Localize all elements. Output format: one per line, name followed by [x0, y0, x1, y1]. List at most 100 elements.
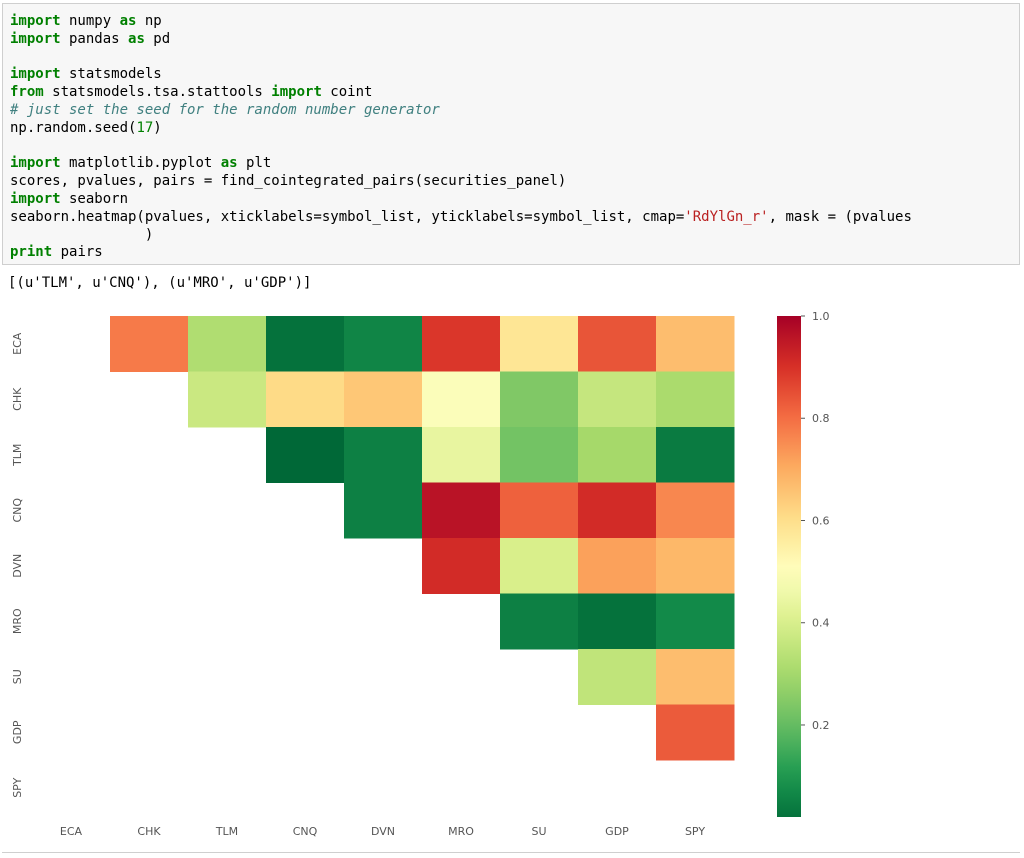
code-token: print: [10, 244, 53, 261]
y-tick-label: SU: [11, 669, 24, 684]
code-line: from statsmodels.tsa.stattools import co…: [10, 84, 912, 102]
x-tick-label: CNQ: [293, 825, 318, 838]
cell-output-text: [(u'TLM', u'CNQ'), (u'MRO', u'GDP')]: [8, 275, 312, 291]
code-token: statsmodels: [60, 66, 162, 83]
y-tick-label: SPY: [11, 777, 24, 797]
divider: [2, 852, 1020, 853]
code-token: as: [128, 30, 145, 47]
heatmap-cell-tlm-gdp: [578, 427, 657, 483]
code-token: np.random.seed(: [10, 119, 137, 136]
heatmap-cell-eca-gdp: [578, 316, 657, 372]
y-tick-label: TLM: [11, 444, 24, 467]
code-token: matplotlib.pyplot: [60, 155, 221, 172]
heatmap-cell-cnq-gdp: [578, 482, 657, 539]
colorbar-tick-label: 0.2: [812, 719, 830, 732]
code-line: ): [10, 227, 912, 245]
heatmap-cell-eca-spy: [656, 316, 735, 372]
heatmap-cell-chk-dvn: [344, 371, 423, 428]
code-token: seaborn.heatmap(pvalues, xticklabels=sym…: [10, 208, 685, 225]
heatmap-cell-tlm-dvn: [344, 427, 423, 483]
code-token: from: [10, 84, 44, 101]
code-line: import seaborn: [10, 191, 912, 209]
heatmap-cell-su-gdp: [578, 649, 657, 705]
colorbar-tick-label: 0.8: [812, 412, 830, 425]
heatmap-cell-mro-spy: [656, 593, 735, 650]
code-token: np: [136, 13, 162, 29]
y-tick-label: GDP: [11, 720, 24, 744]
heatmap-cell-chk-spy: [656, 371, 735, 428]
code-line: import statsmodels: [10, 66, 912, 84]
heatmap-cell-chk-cnq: [266, 371, 345, 428]
y-tick-label: CNQ: [11, 498, 24, 523]
heatmap-cell-chk-mro: [422, 371, 501, 428]
code-line: import pandas as pd: [10, 31, 912, 49]
x-tick-label: SU: [531, 825, 546, 838]
x-tick-label: SPY: [685, 825, 705, 838]
x-tick-label: ECA: [60, 825, 83, 838]
heatmap-cell-gdp-spy: [656, 704, 735, 761]
code-token: scores, pvalues, pairs = find_cointegrat…: [10, 173, 567, 190]
colorbar-tick-label: 0.6: [812, 514, 830, 527]
heatmap-cell-dvn-su: [500, 538, 579, 594]
code-token: coint: [321, 84, 373, 101]
x-tick-label: TLM: [215, 825, 238, 838]
code-token: plt: [237, 155, 272, 172]
code-token: as: [220, 155, 238, 172]
heatmap-cell-chk-gdp: [578, 371, 657, 428]
heatmap-cell-eca-tlm: [188, 316, 267, 372]
colorbar-tick-label: 1.0: [812, 310, 830, 323]
code-token: , mask = (pvalues: [768, 208, 912, 225]
code-line: scores, pvalues, pairs = find_cointegrat…: [10, 173, 912, 191]
heatmap-cell-eca-chk: [110, 316, 189, 372]
code-token: import: [10, 155, 61, 172]
code-token: statsmodels.tsa.stattools: [43, 84, 272, 101]
y-tick-label: DVN: [11, 554, 24, 578]
heatmap-cell-dvn-spy: [656, 538, 735, 594]
heatmap-cells: [110, 316, 735, 761]
code-line: np.random.seed(17): [10, 120, 912, 138]
heatmap-cell-cnq-dvn: [344, 482, 423, 539]
heatmap-cell-eca-su: [500, 316, 579, 372]
code-line: import matplotlib.pyplot as plt: [10, 155, 912, 173]
heatmap-cell-tlm-cnq: [266, 427, 345, 483]
code-token: import: [271, 84, 322, 101]
heatmap-cell-mro-gdp: [578, 593, 657, 650]
heatmap-cell-su-spy: [656, 649, 735, 705]
heatmap-cell-chk-tlm: [188, 371, 267, 428]
heatmap-cell-dvn-mro: [422, 538, 501, 594]
x-tick-label: DVN: [371, 825, 395, 838]
y-tick-label: ECA: [11, 332, 24, 355]
heatmap-cell-cnq-su: [500, 482, 579, 539]
code-token: ): [153, 119, 162, 136]
code-token: pandas: [60, 30, 129, 47]
heatmap-cell-chk-su: [500, 371, 579, 428]
heatmap-cell-tlm-spy: [656, 427, 735, 483]
code-token: import: [10, 13, 61, 29]
code-token: import: [10, 190, 61, 207]
x-tick-label: GDP: [605, 825, 629, 838]
heatmap-cell-tlm-mro: [422, 427, 501, 483]
code-token: # just set the seed for the random numbe…: [10, 101, 440, 118]
code-line: seaborn.heatmap(pvalues, xticklabels=sym…: [10, 209, 912, 227]
code-line: import numpy as np: [10, 13, 912, 31]
code-token: as: [119, 13, 137, 29]
y-tick-labels: ECA CHK TLM CNQ DVN MRO SU GDP SPY: [11, 332, 24, 798]
y-tick-label: MRO: [11, 608, 24, 634]
x-tick-labels: ECA CHK TLM CNQ DVN MRO SU GDP SPY: [60, 825, 705, 838]
x-tick-label: MRO: [448, 825, 474, 838]
code-token: seaborn: [60, 190, 129, 207]
heatmap-cell-tlm-su: [500, 427, 579, 483]
code-line: # just set the seed for the random numbe…: [10, 102, 912, 120]
heatmap-cell-mro-su: [500, 593, 579, 650]
colorbar: [777, 316, 801, 817]
y-tick-label: CHK: [11, 387, 24, 411]
x-tick-label: CHK: [137, 825, 161, 838]
code-token: 17: [136, 119, 154, 136]
heatmap-cell-dvn-gdp: [578, 538, 657, 594]
heatmap-cell-cnq-mro: [422, 482, 501, 539]
code-line: print pairs: [10, 244, 912, 262]
code-token: import: [10, 30, 61, 47]
